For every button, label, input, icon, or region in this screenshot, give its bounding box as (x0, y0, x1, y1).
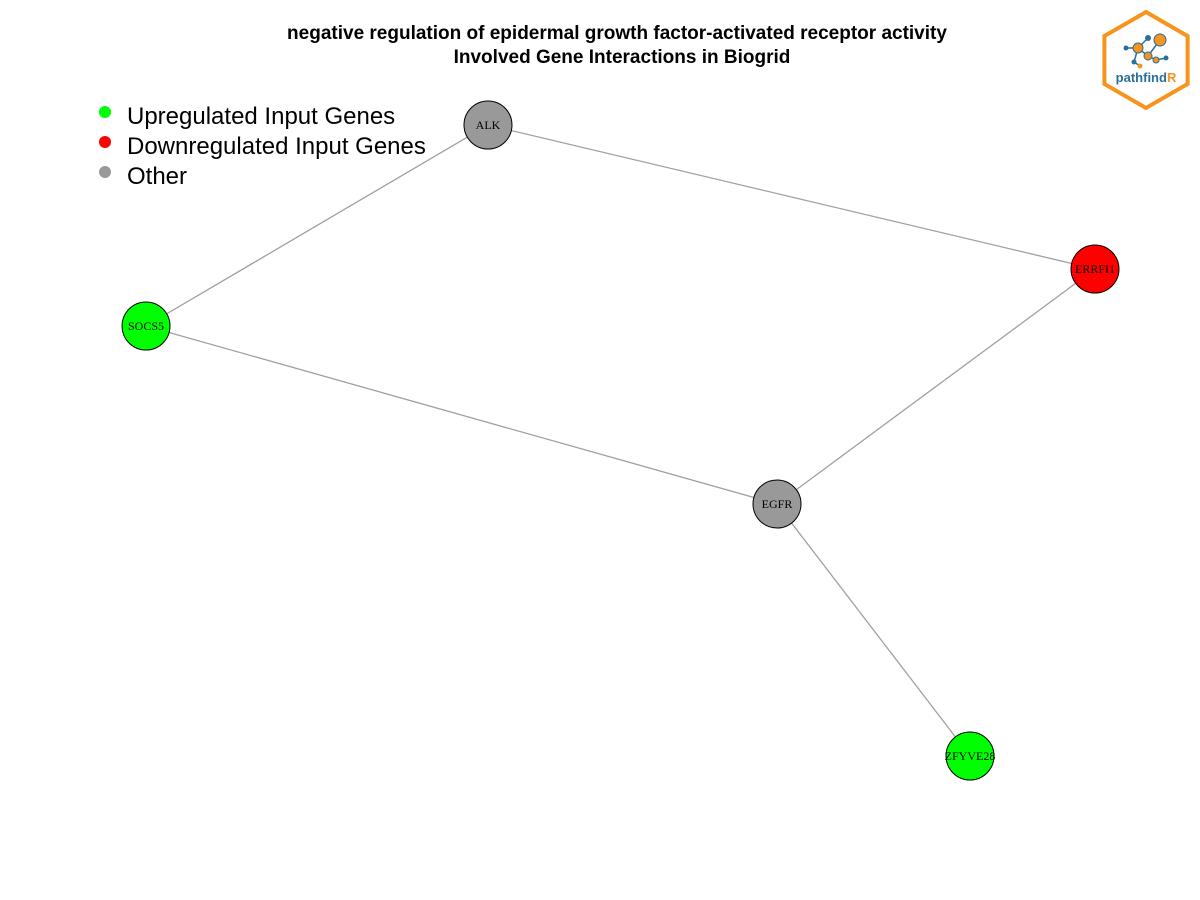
edge-alk-socs5 (145, 124, 489, 327)
edges-layer (145, 124, 1096, 757)
network-hexagon-icon (1123, 33, 1169, 69)
node-label-errfi1: ERRFI1 (1075, 262, 1115, 276)
edge-errfi1-egfr (776, 268, 1096, 505)
title-line-1: negative regulation of epidermal growth … (287, 23, 947, 44)
legend-label-downregulated: Downregulated Input Genes (127, 133, 426, 160)
node-label-egfr: EGFR (762, 497, 793, 511)
node-label-alk: ALK (476, 118, 501, 132)
edge-alk-errfi1 (487, 124, 1096, 270)
edge-egfr-zfyve28 (776, 503, 971, 757)
nodes-layer: ALK ERRFI1 SOCS5 EGFR ZFYVE28 (121, 100, 1120, 781)
legend-label-upregulated: Upregulated Input Genes (127, 103, 395, 130)
node-errfi1: ERRFI1 (1070, 244, 1120, 294)
node-label-socs5: SOCS5 (128, 319, 164, 333)
logo-text: pathfindR (1116, 70, 1177, 85)
logo-text-accent: R (1167, 70, 1177, 85)
legend-swatch-other (99, 166, 111, 178)
legend-swatch-upregulated (99, 106, 111, 118)
title-line-2: Involved Gene Interactions in Biogrid (454, 47, 791, 68)
node-circle-alk (463, 100, 513, 150)
node-circle-errfi1 (1070, 244, 1120, 294)
node-circle-socs5 (121, 301, 171, 351)
diagram-title: negative regulation of epidermal growth … (287, 23, 947, 68)
legend-label-other: Other (127, 163, 187, 190)
legend-item-upregulated: Upregulated Input Genes (99, 103, 395, 130)
pathfindr-logo: pathfindR (1102, 9, 1190, 111)
node-circle-zfyve28 (945, 731, 995, 781)
node-circle-egfr (752, 479, 802, 529)
node-egfr: EGFR (752, 479, 802, 529)
node-socs5: SOCS5 (121, 301, 171, 351)
logo-text-main: pathfind (1116, 70, 1167, 85)
node-label-zfyve28: ZFYVE28 (945, 749, 996, 763)
legend: Upregulated Input Genes Downregulated In… (99, 103, 426, 190)
legend-item-downregulated: Downregulated Input Genes (99, 133, 426, 160)
node-alk: ALK (463, 100, 513, 150)
node-zfyve28: ZFYVE28 (945, 731, 996, 781)
edge-socs5-egfr (145, 325, 778, 505)
legend-swatch-downregulated (99, 136, 111, 148)
legend-item-other: Other (99, 163, 187, 190)
